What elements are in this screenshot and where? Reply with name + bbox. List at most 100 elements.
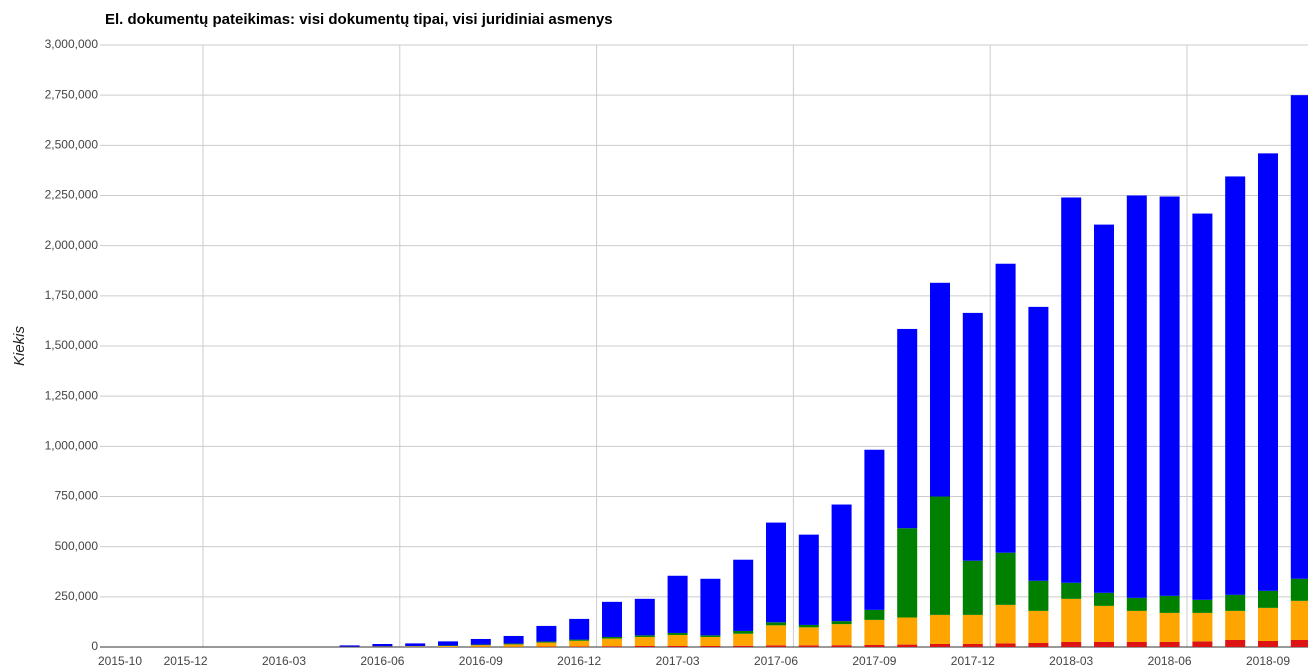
bar-segment [667,575,688,633]
bar-segment [470,638,491,645]
bar-segment [930,643,950,647]
bar-segment [831,504,852,622]
x-tick-label: 2017-12 [951,654,995,668]
bar-segment [962,614,983,644]
y-tick-label: 1,750,000 [45,288,99,302]
bar-segment [798,534,819,625]
bar-segment [470,644,491,646]
bar-segment [1094,224,1114,593]
bar-segment [897,328,918,529]
bar-segment [700,635,721,637]
bar-segment [897,528,918,618]
bar-segment [700,578,721,636]
bar-segment [798,645,819,647]
bar-segment [1028,306,1049,581]
bar-segment [995,552,1016,605]
bar-segment [897,617,918,645]
y-tick-label: 500,000 [55,539,99,553]
bar-segment [962,643,983,647]
bar-segment [1225,176,1246,595]
bar-segment [831,624,852,646]
bar-segment [766,645,786,647]
bar-segment [1094,592,1114,606]
bar-segment [1258,153,1278,591]
bar-segment [405,646,426,647]
y-tick-label: 1,500,000 [45,338,99,352]
bar-segment [634,645,655,647]
y-tick-label: 2,000,000 [45,238,99,252]
x-tick-label: 2018-03 [1049,654,1093,668]
bar-segment [1258,640,1278,647]
x-tick-label: 2016-12 [557,654,601,668]
y-tick-label: 0 [91,639,98,653]
bar-segment [569,618,590,640]
bar-segment [1192,599,1213,613]
bar-segment [733,633,754,646]
bar-segment [1126,597,1147,611]
bar-segment [602,638,622,647]
x-tick-label: 2018-09 [1246,654,1290,668]
x-tick-label: 2016-03 [262,654,306,668]
bar-segment [569,640,590,647]
x-tick-label: 2016-06 [360,654,404,668]
chart-title: El. dokumentų pateikimas: visi dokumentų… [105,11,613,28]
bar-segment [733,630,754,634]
bar-segment [1225,610,1246,640]
bar-segment [634,636,655,646]
bar-segment [995,263,1016,553]
bar-segment [536,625,557,642]
bar-segment [962,560,983,615]
bar-segment [1192,612,1213,642]
bar-segment [1225,594,1246,611]
bar-segment [405,643,426,647]
bar-segment [1126,610,1147,642]
bar-segment [798,624,819,628]
bar-segment [602,646,622,647]
bar-segment [995,604,1016,644]
y-tick-label: 3,000,000 [45,37,99,51]
bar-segment [930,496,950,615]
bar-segment [602,601,622,637]
bar-segment [1126,641,1147,647]
bar-segment [1028,580,1049,611]
y-axis-label: Kiekis [11,325,28,366]
bar-segment [766,522,786,623]
bar-segment [962,312,983,561]
bar-segment [897,644,918,647]
bar-segment [569,646,590,647]
bar-segment [1159,595,1180,613]
bar-segment [667,645,688,647]
bar-segment [864,644,885,647]
bar-segment [930,282,950,497]
bar-segment [1258,590,1278,608]
bar-segment [831,645,852,647]
bar-segment [864,619,885,645]
bar-segment [1126,195,1147,598]
bar-segment [1061,582,1082,599]
bar-segment [438,645,458,647]
y-tick-label: 2,750,000 [45,87,99,101]
bar-segment [1258,607,1278,641]
x-tick-label: 2018-06 [1148,654,1192,668]
y-tick-label: 2,500,000 [45,138,99,152]
bar-segment [503,635,524,644]
bar-segment [1192,641,1213,647]
x-tick-label: 2015-10 [98,654,142,668]
bar-segment [995,643,1016,647]
x-tick-label: 2017-03 [656,654,700,668]
y-tick-label: 2,250,000 [45,188,99,202]
bar-segment [864,609,885,620]
y-tick-label: 1,000,000 [45,439,99,453]
bar-segment [1290,600,1308,640]
bar-segment [1290,95,1308,579]
bar-segment [1061,641,1082,647]
bar-segment [798,627,819,646]
bar-segment [930,614,950,644]
bar-segment [700,645,721,647]
bar-segment [766,625,786,646]
bar-segment [667,634,688,646]
bar-segment [372,643,393,647]
bar-segment [503,643,524,645]
bar-segment [1159,196,1180,596]
